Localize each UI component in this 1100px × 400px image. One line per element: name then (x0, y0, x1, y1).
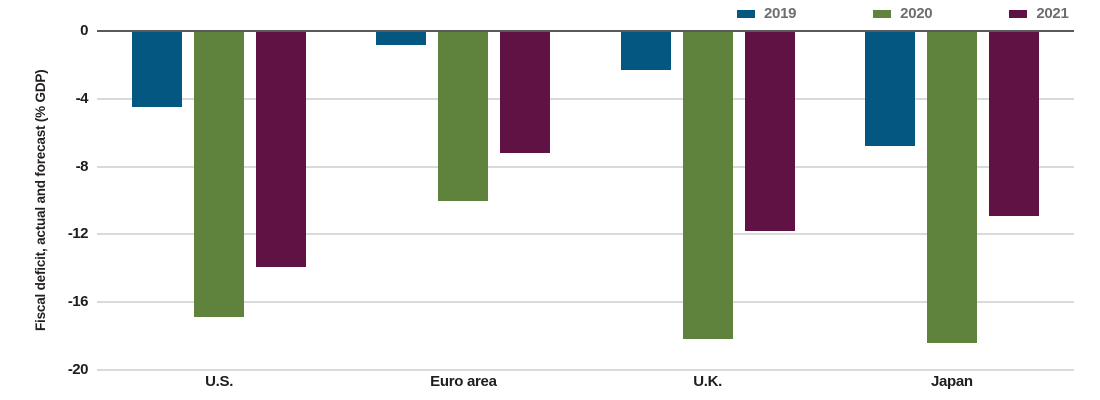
y-tick-label: -8 (75, 157, 89, 175)
bar-euro-area-2019 (376, 31, 427, 45)
legend-label: 2021 (1036, 5, 1069, 22)
gridline--8 (97, 165, 1074, 168)
gridline--20 (97, 369, 1074, 371)
bar-u-s-2021 (256, 31, 307, 267)
bar-euro-area-2021 (500, 31, 551, 154)
bar-japan-2021 (988, 31, 1039, 216)
legend-swatch-2021 (1009, 9, 1028, 18)
y-axis-title: Fiscal deficit, actual and forecast (% G… (33, 69, 48, 332)
gridline--16 (97, 301, 1074, 304)
y-tick-label: -4 (75, 89, 89, 107)
y-tick-label: 0 (80, 22, 88, 39)
y-tick-label: -12 (67, 225, 89, 243)
y-tick-label: -16 (67, 293, 89, 311)
legend-label: 2019 (764, 5, 797, 22)
legend-label: 2020 (900, 5, 933, 22)
x-category-label-euro-area: Euro area (430, 373, 497, 390)
bar-japan-2019 (864, 31, 915, 147)
gridline--12 (97, 233, 1074, 236)
legend-swatch-2019 (737, 9, 755, 18)
legend: 2019 2020 2021 (737, 5, 1069, 22)
bar-u-s-2020 (194, 31, 245, 318)
zero-axis-line (97, 30, 1074, 32)
bar-u-k-2021 (744, 31, 795, 231)
legend-item-2020: 2020 (873, 5, 933, 22)
bar-euro-area-2020 (438, 31, 489, 201)
bar-japan-2020 (926, 31, 977, 343)
y-tick-label: -20 (67, 361, 89, 378)
legend-swatch-2020 (873, 9, 892, 18)
bar-u-k-2020 (682, 31, 733, 340)
x-category-label-japan: Japan (930, 373, 973, 390)
legend-item-2019: 2019 (737, 5, 796, 22)
legend-item-2021: 2021 (1009, 5, 1069, 22)
bar-u-k-2019 (620, 31, 671, 70)
gridline--4 (97, 97, 1074, 100)
x-category-label-u-s: U.S. (205, 373, 234, 390)
bar-u-s-2019 (132, 31, 183, 108)
x-category-label-u-k: U.K. (693, 373, 723, 390)
